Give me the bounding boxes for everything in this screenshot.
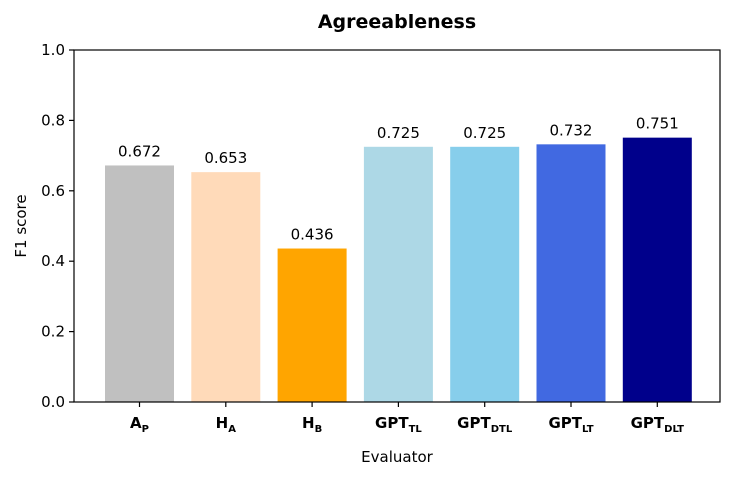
bar-group: 0.672 0.653 0.436 0.725 0.725 0.732 0.751	[105, 115, 692, 402]
bar-value-label: 0.672	[118, 142, 161, 160]
x-axis: AP HA HB GPTTL GPTDTL GPTLT GPTDLT	[130, 402, 684, 435]
bar	[450, 146, 520, 402]
bar-value-label: 0.751	[636, 115, 679, 133]
x-tick-subscript: DTL	[491, 424, 513, 435]
x-tick-main: GPT	[631, 414, 665, 432]
x-tick-subscript: A	[228, 424, 236, 435]
x-tick-label: GPTDLT	[631, 414, 685, 435]
bar-value-label: 0.725	[377, 124, 420, 142]
bar	[191, 172, 261, 402]
x-tick-label: GPTDTL	[457, 414, 513, 435]
x-tick-subscript: DLT	[664, 424, 684, 435]
bar	[622, 137, 692, 402]
x-tick-label: GPTLT	[548, 414, 593, 435]
bar-value-label: 0.653	[204, 149, 247, 167]
x-tick-subscript: TL	[409, 424, 423, 435]
bar-value-label: 0.436	[291, 226, 334, 244]
x-tick-main: GPT	[457, 414, 491, 432]
y-axis: 0.0 0.2 0.4 0.6 0.8 1.0	[41, 41, 74, 411]
x-tick-label: AP	[130, 414, 149, 435]
y-tick-label: 0.6	[41, 182, 65, 200]
y-tick-label: 0.2	[41, 323, 65, 341]
x-tick-main: H	[216, 414, 229, 432]
x-tick-subscript: P	[142, 424, 149, 435]
chart-title: Agreeableness	[318, 11, 476, 33]
y-tick-label: 0.8	[41, 111, 65, 129]
x-tick-label: GPTTL	[375, 414, 422, 435]
x-tick-main: GPT	[375, 414, 409, 432]
plot-frame	[73, 49, 721, 403]
bar	[363, 146, 433, 402]
bar	[536, 144, 606, 402]
x-tick-subscript: LT	[582, 424, 594, 435]
x-tick-main: GPT	[548, 414, 582, 432]
bar	[105, 165, 174, 402]
x-tick-label: HB	[302, 414, 322, 435]
y-tick-label: 1.0	[41, 41, 65, 59]
x-tick-main: A	[130, 414, 142, 432]
x-tick-main: H	[302, 414, 315, 432]
bar-value-label: 0.732	[550, 121, 593, 139]
y-tick-label: 0.0	[41, 393, 65, 411]
bar	[277, 248, 347, 402]
x-tick-subscript: B	[315, 424, 323, 435]
y-tick-label: 0.4	[41, 252, 65, 270]
x-axis-label: Evaluator	[361, 448, 433, 466]
y-axis-label: F1 score	[12, 194, 30, 257]
x-tick-label: HA	[216, 414, 237, 435]
bar-value-label: 0.725	[463, 124, 506, 142]
